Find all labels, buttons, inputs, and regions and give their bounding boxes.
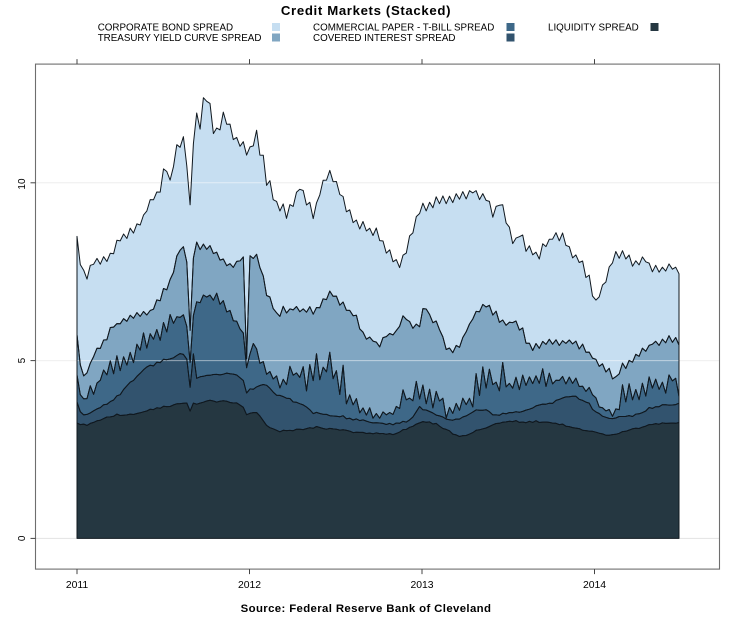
svg-text:2014: 2014 [583, 580, 606, 591]
svg-text:5: 5 [17, 357, 28, 363]
svg-text:2011: 2011 [66, 580, 89, 591]
svg-text:Source: Federal Reserve Bank o: Source: Federal Reserve Bank of Clevelan… [241, 603, 492, 615]
svg-text:0: 0 [17, 535, 28, 541]
svg-text:COVERED INTEREST SPREAD: COVERED INTEREST SPREAD [313, 33, 455, 44]
svg-text:2013: 2013 [410, 580, 433, 591]
svg-text:Credit Markets (Stacked): Credit Markets (Stacked) [281, 3, 451, 18]
svg-text:TREASURY YIELD CURVE SPREAD: TREASURY YIELD CURVE SPREAD [98, 33, 262, 44]
svg-text:LIQUIDITY SPREAD: LIQUIDITY SPREAD [548, 23, 639, 34]
svg-text:CORPORATE BOND SPREAD: CORPORATE BOND SPREAD [98, 23, 233, 34]
svg-text:10: 10 [17, 178, 28, 190]
svg-text:COMMERCIAL PAPER - T-BILL SPRE: COMMERCIAL PAPER - T-BILL SPREAD [313, 23, 494, 34]
svg-text:2012: 2012 [238, 580, 261, 591]
